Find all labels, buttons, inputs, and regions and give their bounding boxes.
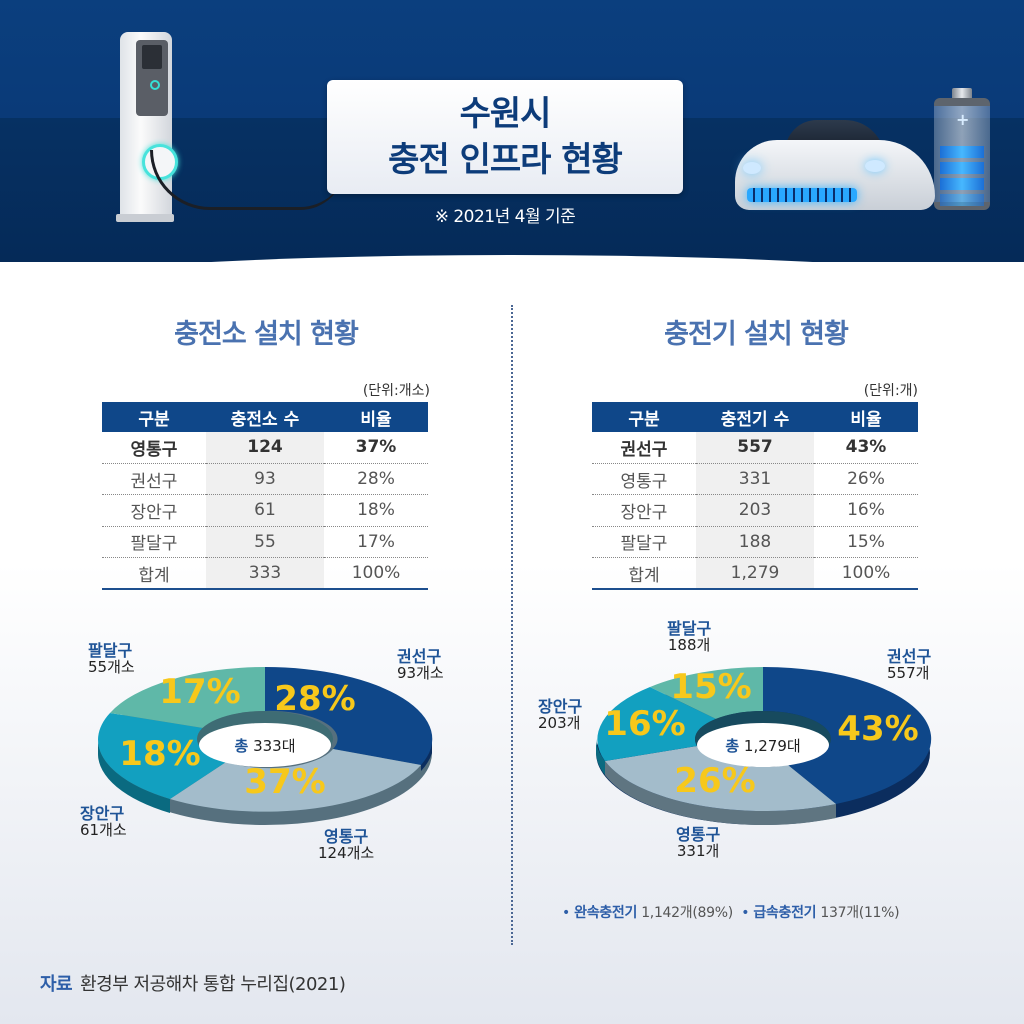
header-count: 충전소 수 bbox=[206, 402, 324, 432]
cell-district: 권선구 bbox=[592, 432, 696, 464]
cell-count: 61 bbox=[206, 494, 324, 527]
cell-count: 188 bbox=[696, 526, 814, 559]
cell-ratio: 16% bbox=[814, 494, 918, 527]
table-row: 영통구 331 26% bbox=[592, 463, 918, 496]
battery-icon: + bbox=[934, 88, 990, 210]
cell-district: 합계 bbox=[592, 557, 696, 590]
label-jangan: 장안구 61개소 bbox=[80, 804, 127, 839]
cell-district: 합계 bbox=[102, 557, 206, 590]
page-title-line2: 충전 인프라 현황 bbox=[388, 140, 623, 180]
stations-table: 구분 충전소 수 비율 영통구 124 37% 권선구 93 28% 장안구 6… bbox=[102, 402, 428, 590]
right-section-title: 충전기 설치 현황 bbox=[664, 319, 849, 350]
cell-district: 장안구 bbox=[592, 494, 696, 527]
cell-district: 영통구 bbox=[592, 463, 696, 496]
cell-count: 333 bbox=[206, 557, 324, 590]
cell-district: 권선구 bbox=[102, 463, 206, 496]
cell-ratio: 17% bbox=[324, 526, 428, 559]
svg-text:43%: 43% bbox=[837, 709, 918, 749]
stations-donut-chart: 28% 37% 18% 17% 총 333대 bbox=[95, 655, 435, 835]
cell-count: 557 bbox=[696, 432, 814, 464]
cell-ratio: 37% bbox=[324, 432, 428, 464]
label-paldal: 팔달구 55개소 bbox=[88, 641, 135, 676]
header-count: 충전기 수 bbox=[696, 402, 814, 432]
svg-text:총 333대: 총 333대 bbox=[234, 737, 295, 755]
slice-yeongtong bbox=[605, 746, 836, 812]
table-row: 팔달구 55 17% bbox=[102, 526, 428, 559]
cell-count: 55 bbox=[206, 526, 324, 559]
source-citation: 자료 환경부 저공해차 통합 누리집(2021) bbox=[40, 974, 346, 995]
charger-type-note: • 완속충전기 1,142개(89%) • 급속충전기 137개(11%) bbox=[562, 905, 900, 921]
cell-district: 장안구 bbox=[102, 494, 206, 527]
cell-ratio: 28% bbox=[324, 463, 428, 496]
header-ratio: 비율 bbox=[324, 402, 428, 432]
slice-gwonseon bbox=[265, 666, 433, 765]
cell-district: 팔달구 bbox=[102, 526, 206, 559]
cell-count: 331 bbox=[696, 463, 814, 496]
svg-text:총 1,279대: 총 1,279대 bbox=[725, 737, 800, 755]
table-row: 권선구 557 43% bbox=[592, 432, 918, 464]
reference-date: ※ 2021년 4월 기준 bbox=[434, 207, 576, 227]
label-yeongtong: 영통구 331개 bbox=[676, 825, 721, 860]
table-row: 장안구 203 16% bbox=[592, 494, 918, 527]
table-row: 영통구 124 37% bbox=[102, 432, 428, 464]
slice-jangan bbox=[597, 687, 716, 761]
header-district: 구분 bbox=[592, 402, 696, 432]
page-title-line1: 수원시 bbox=[459, 94, 552, 134]
label-gwonseon: 권선구 557개 bbox=[887, 647, 932, 682]
header-ratio: 비율 bbox=[814, 402, 918, 432]
cell-count: 1,279 bbox=[696, 557, 814, 590]
cell-district: 영통구 bbox=[102, 432, 206, 464]
svg-text:16%: 16% bbox=[604, 704, 685, 744]
electric-car-icon bbox=[735, 120, 935, 220]
label-yeongtong: 영통구 124개소 bbox=[318, 827, 375, 862]
cell-count: 203 bbox=[696, 494, 814, 527]
chargers-table: 구분 충전기 수 비율 권선구 557 43% 영통구 331 26% 장안구 … bbox=[592, 402, 918, 590]
label-jangan: 장안구 203개 bbox=[538, 697, 583, 732]
svg-text:18%: 18% bbox=[119, 734, 200, 774]
table-row: 장안구 61 18% bbox=[102, 494, 428, 527]
section-divider bbox=[511, 305, 513, 945]
charging-cable-icon bbox=[150, 150, 345, 210]
svg-text:17%: 17% bbox=[159, 672, 240, 712]
slice-jangan bbox=[98, 713, 226, 799]
hero-banner: + 수원시 충전 인프라 현황 ※ 2021년 4월 기준 bbox=[0, 0, 1024, 262]
slice-gwonseon bbox=[763, 666, 932, 804]
table-row: 팔달구 188 15% bbox=[592, 526, 918, 559]
cell-ratio: 15% bbox=[814, 526, 918, 559]
table-row: 권선구 93 28% bbox=[102, 463, 428, 496]
chargers-donut-chart: 43% 26% 16% 15% 총 1,279대 bbox=[593, 655, 933, 835]
svg-text:26%: 26% bbox=[674, 761, 755, 801]
table-row-total: 합계 1,279 100% bbox=[592, 557, 918, 590]
svg-text:15%: 15% bbox=[670, 667, 751, 707]
svg-text:37%: 37% bbox=[244, 762, 325, 802]
cell-count: 93 bbox=[206, 463, 324, 496]
label-gwonseon: 권선구 93개소 bbox=[397, 647, 444, 682]
header-district: 구분 bbox=[102, 402, 206, 432]
label-paldal: 팔달구 188개 bbox=[667, 619, 712, 654]
table-row-total: 합계 333 100% bbox=[102, 557, 428, 590]
svg-text:28%: 28% bbox=[274, 679, 355, 719]
cell-count: 124 bbox=[206, 432, 324, 464]
cell-ratio: 100% bbox=[814, 557, 918, 590]
cell-ratio: 43% bbox=[814, 432, 918, 464]
title-box: 수원시 충전 인프라 현황 bbox=[327, 80, 683, 194]
cell-ratio: 18% bbox=[324, 494, 428, 527]
slice-paldal bbox=[110, 667, 265, 728]
cell-ratio: 26% bbox=[814, 463, 918, 496]
left-section-title: 충전소 설치 현황 bbox=[174, 319, 359, 350]
slice-paldal bbox=[650, 667, 763, 719]
slice-yeongtong bbox=[170, 749, 421, 812]
left-unit-label: (단위:개소) bbox=[362, 383, 430, 399]
cell-district: 팔달구 bbox=[592, 526, 696, 559]
right-unit-label: (단위:개) bbox=[863, 383, 918, 399]
cell-ratio: 100% bbox=[324, 557, 428, 590]
